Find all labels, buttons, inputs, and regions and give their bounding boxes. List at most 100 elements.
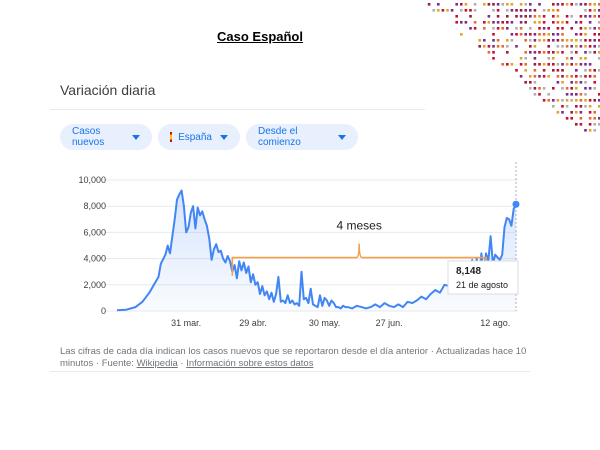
decoration-dot — [538, 75, 541, 78]
decoration-dot — [533, 9, 537, 12]
decoration-dot — [584, 87, 587, 90]
decoration-dot — [487, 45, 491, 48]
decoration-dot — [575, 63, 578, 66]
decoration-dot — [570, 87, 573, 90]
decoration-dot — [496, 9, 500, 12]
decoration-dot — [538, 87, 541, 90]
decoration-dot — [570, 39, 573, 42]
decoration-dot — [478, 39, 481, 42]
decoration-dot — [593, 45, 596, 48]
decoration-dot — [524, 57, 527, 60]
decoration-dot — [556, 63, 560, 66]
wikipedia-source-link[interactable]: Wikipedia — [136, 358, 178, 369]
decoration-dot — [593, 81, 596, 84]
period-selector-label: Desde el comienzo — [258, 126, 301, 148]
decoration-dot — [524, 21, 527, 24]
decoration-dot — [450, 9, 454, 12]
decoration-dot — [584, 57, 587, 60]
decoration-dot — [483, 21, 486, 24]
decoration-dot — [547, 63, 550, 66]
decoration-dot — [524, 69, 527, 72]
footer-text: Las cifras de cada día indican los casos… — [60, 346, 527, 369]
decoration-dot — [529, 81, 532, 84]
slide-title: Caso Español — [217, 29, 303, 44]
decoration-dot — [483, 27, 486, 30]
decoration-dot — [588, 111, 592, 114]
decoration-dot — [565, 99, 569, 102]
decoration-dot — [437, 9, 440, 12]
decoration-dot — [556, 3, 560, 6]
decoration-dot — [593, 99, 596, 102]
decoration-dot — [538, 3, 541, 6]
decoration-dot — [542, 27, 546, 30]
decoration-dot — [552, 9, 555, 12]
decoration-dot — [496, 45, 500, 48]
decoration-dot — [538, 39, 541, 42]
decoration-dot — [437, 3, 440, 6]
y-tick-label: 8,000 — [83, 201, 106, 211]
decoration-dot — [492, 51, 495, 54]
decoration-dot — [561, 21, 564, 24]
decoration-dot — [519, 15, 523, 18]
decoration-dot — [588, 63, 592, 66]
decoration-dot — [483, 3, 486, 6]
decoration-dot — [588, 87, 592, 90]
decoration-dot — [575, 87, 578, 90]
decoration-dot — [556, 27, 560, 30]
decoration-dot — [483, 45, 486, 48]
metric-selector-label: Casos nuevos — [72, 126, 105, 148]
decoration-dot — [575, 99, 578, 102]
decoration-dot — [565, 105, 569, 108]
decoration-dot — [593, 39, 596, 42]
decoration-dot — [556, 51, 560, 54]
decoration-dot — [529, 3, 532, 6]
decoration-dot — [588, 129, 592, 132]
decoration-dot — [556, 111, 560, 114]
decoration-dot — [593, 15, 596, 18]
decoration-dot — [598, 69, 600, 72]
decoration-dot — [588, 27, 592, 30]
decoration-dot — [570, 15, 573, 18]
decoration-dot — [542, 21, 546, 24]
decoration-dot — [529, 33, 532, 36]
decoration-dot — [570, 51, 573, 54]
decoration-dot — [473, 27, 477, 30]
decoration-dot — [501, 21, 504, 24]
decoration-dot — [561, 63, 564, 66]
decoration-dot — [547, 33, 550, 36]
data-info-link[interactable]: Información sobre estos datos — [186, 358, 314, 369]
dropdown-caret-icon — [132, 134, 140, 140]
decoration-dot — [552, 3, 555, 6]
y-tick-label: 0 — [101, 306, 106, 316]
period-selector-chip[interactable]: Desde el comienzo — [246, 124, 358, 150]
decoration-dot — [455, 21, 458, 24]
region-selector-chip[interactable]: España — [158, 124, 240, 150]
annotation-bracket — [231, 243, 487, 276]
decoration-dot — [427, 3, 431, 6]
decoration-dot — [579, 39, 583, 42]
decoration-dot — [598, 33, 600, 36]
decoration-dot — [593, 117, 596, 120]
decoration-dot — [565, 87, 569, 90]
decoration-dot — [588, 9, 592, 12]
decoration-dot — [519, 57, 523, 60]
decoration-dot — [598, 105, 600, 108]
decoration-dot — [460, 9, 463, 12]
metric-selector-chip[interactable]: Casos nuevos — [60, 124, 152, 150]
decoration-dot — [579, 45, 583, 48]
decoration-dot — [542, 9, 546, 12]
x-tick-label: 12 ago. — [480, 318, 510, 328]
decoration-dot — [565, 75, 569, 78]
decoration-dot — [561, 111, 564, 114]
decoration-dot — [506, 39, 509, 42]
decoration-dot — [533, 75, 537, 78]
decoration-dot — [575, 33, 578, 36]
tooltip-date: 21 de agosto — [456, 280, 508, 290]
decoration-dot — [533, 21, 537, 24]
decoration-dot — [579, 111, 583, 114]
decoration-dot — [575, 51, 578, 54]
decoration-dot — [492, 3, 495, 6]
decoration-dot — [561, 87, 564, 90]
decoration-dot — [519, 33, 523, 36]
